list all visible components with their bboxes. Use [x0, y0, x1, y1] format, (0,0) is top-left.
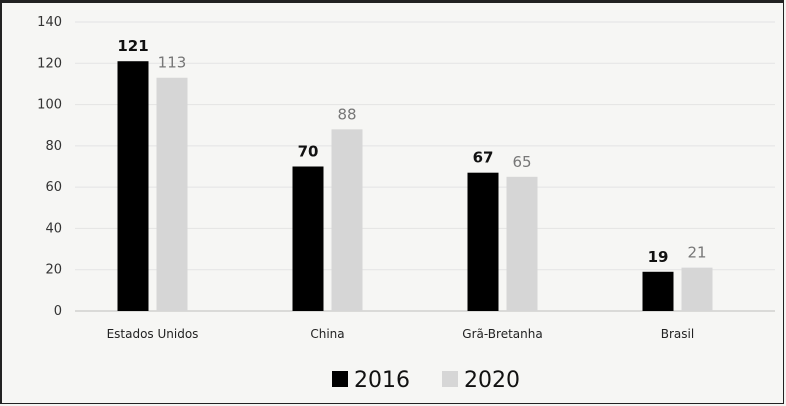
data-label-2020: 88 [337, 105, 356, 123]
bar-2020 [156, 77, 188, 311]
bar-2016 [467, 172, 499, 311]
legend-label-2020: 2020 [464, 368, 520, 393]
bar-2020 [331, 129, 363, 311]
y-tick-label: 40 [45, 221, 62, 236]
bar-2016 [642, 271, 674, 311]
bar-2016 [292, 166, 324, 311]
data-label-2020: 65 [512, 153, 531, 171]
y-tick-label: 120 [37, 56, 62, 71]
y-tick-label: 80 [45, 139, 62, 154]
legend-label-2016: 2016 [354, 368, 410, 393]
data-label-2020: 113 [158, 54, 187, 72]
y-tick-label: 60 [45, 180, 62, 195]
category-label: China [310, 327, 344, 341]
data-label-2016: 19 [648, 248, 669, 266]
y-tick-label: 20 [45, 263, 62, 278]
data-label-2020: 21 [687, 244, 706, 262]
category-label: Grã-Bretanha [462, 327, 542, 341]
data-label-2016: 121 [117, 37, 148, 55]
data-label-2016: 70 [298, 143, 319, 161]
bar-2020 [506, 176, 538, 311]
legend-swatch-2020 [442, 371, 458, 387]
category-label: Estados Unidos [107, 327, 199, 341]
bar-2016 [117, 61, 149, 311]
y-tick-label: 100 [37, 98, 62, 113]
y-tick-label: 140 [37, 15, 62, 30]
data-label-2016: 67 [473, 149, 494, 167]
bar-2020 [681, 267, 713, 311]
legend-swatch-2016 [332, 371, 348, 387]
category-label: Brasil [661, 327, 694, 341]
y-tick-label: 0 [54, 304, 62, 319]
